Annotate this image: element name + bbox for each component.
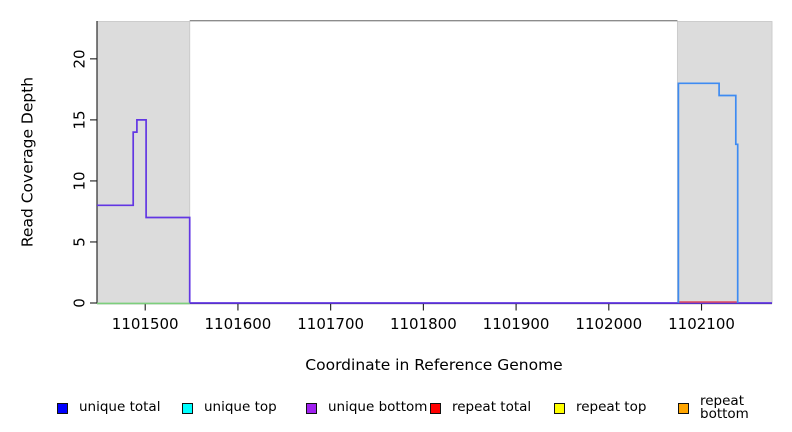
y-tick-label: 15	[70, 110, 89, 130]
x-tick-label: 1101600	[204, 315, 272, 333]
right-repeat-region	[676, 21, 773, 304]
y-tick-label: 10	[70, 171, 89, 191]
y-tick-label: 0	[70, 298, 89, 308]
x-tick-label: 1101800	[389, 315, 457, 333]
y-tick-label: 5	[70, 237, 89, 247]
y-axis-title: Read Coverage Depth	[18, 76, 37, 248]
series-unique-top-strand-coverage-right	[677, 82, 739, 303]
left-repeat-region	[96, 21, 191, 304]
x-tick-label: 1101900	[482, 315, 550, 333]
x-tick-label: 1101500	[111, 315, 179, 333]
y-tick-label: 20	[70, 49, 89, 69]
x-tick-label: 1102000	[575, 315, 643, 333]
x-tick-label: 1101700	[297, 315, 365, 333]
x-axis-title: Coordinate in Reference Genome	[305, 356, 563, 374]
series-unique-bottom-strand-coverage-left	[97, 119, 772, 304]
x-tick-label: 1102100	[668, 315, 735, 333]
